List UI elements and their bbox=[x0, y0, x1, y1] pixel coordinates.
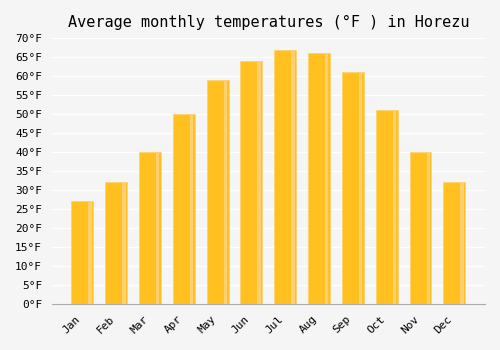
Bar bbox=[206, 80, 229, 304]
Bar bbox=[156, 152, 160, 304]
Bar bbox=[105, 182, 127, 304]
Bar bbox=[325, 53, 328, 304]
Bar bbox=[88, 201, 92, 304]
Bar bbox=[460, 182, 464, 304]
Bar bbox=[426, 152, 430, 304]
Title: Average monthly temperatures (°F ) in Horezu: Average monthly temperatures (°F ) in Ho… bbox=[68, 15, 469, 30]
Bar bbox=[376, 110, 398, 304]
Bar bbox=[444, 182, 466, 304]
Bar bbox=[292, 49, 294, 304]
Bar bbox=[173, 114, 195, 304]
Bar bbox=[72, 201, 94, 304]
Bar bbox=[308, 53, 330, 304]
Bar bbox=[392, 110, 396, 304]
Bar bbox=[190, 114, 193, 304]
Bar bbox=[258, 61, 261, 304]
Bar bbox=[224, 80, 227, 304]
Bar bbox=[274, 49, 296, 304]
Bar bbox=[410, 152, 432, 304]
Bar bbox=[342, 72, 364, 304]
Bar bbox=[122, 182, 126, 304]
Bar bbox=[139, 152, 161, 304]
Bar bbox=[359, 72, 362, 304]
Bar bbox=[240, 61, 262, 304]
